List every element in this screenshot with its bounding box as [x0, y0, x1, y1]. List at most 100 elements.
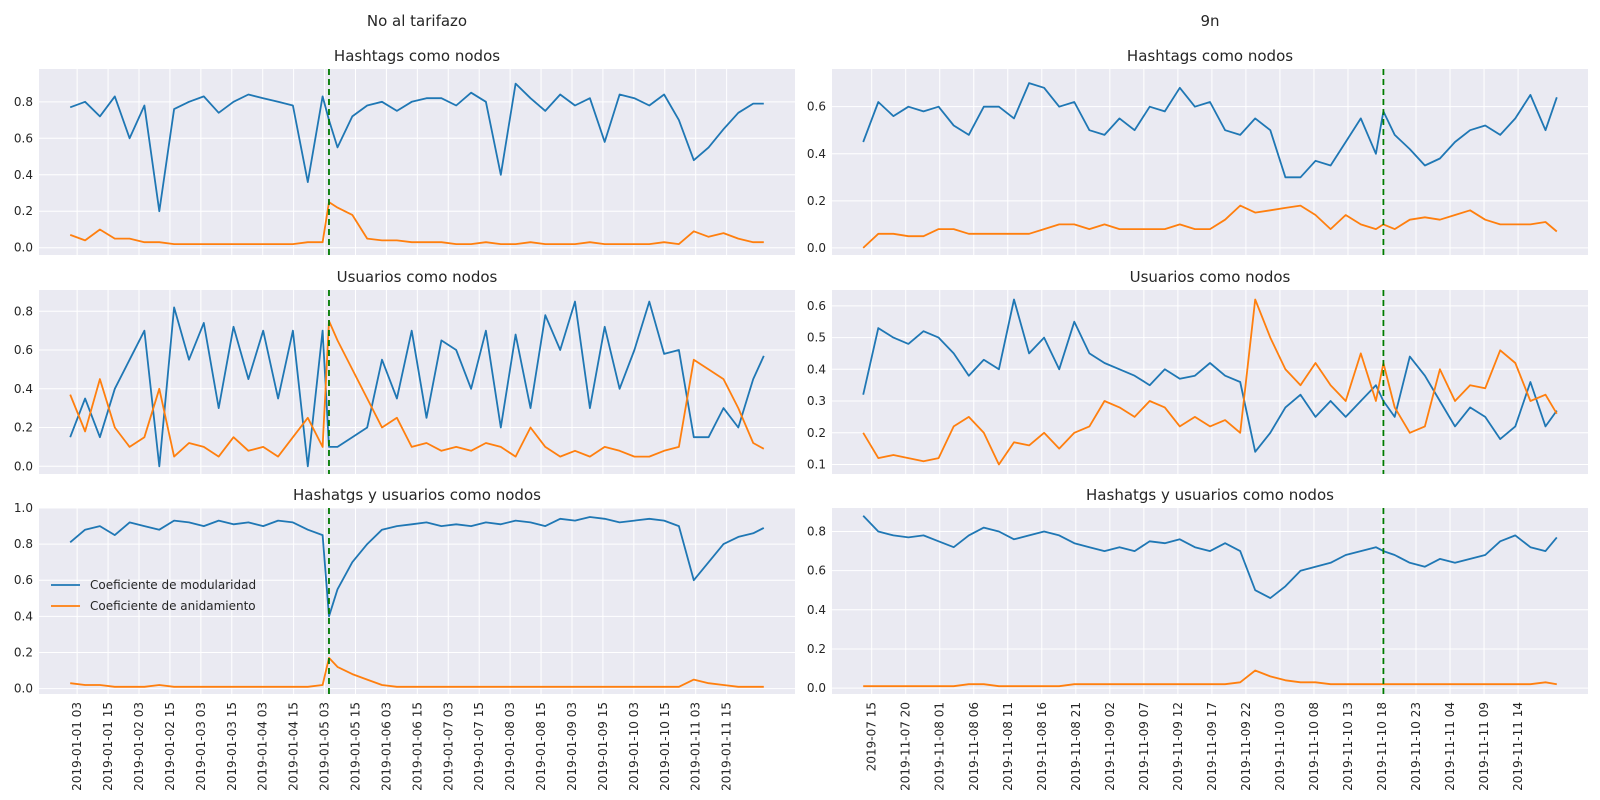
- x-tick-label: 2019-11-09 17: [1205, 702, 1219, 791]
- panel-background: [832, 69, 1588, 255]
- x-tick-label: 2019-01-08 15: [534, 702, 548, 791]
- panels: Hashtags como nodos0.00.20.40.60.8Usuari…: [14, 47, 1588, 791]
- x-tick-label: 2019-11-08 01: [933, 702, 947, 791]
- panel-title: Hashatgs y usuarios como nodos: [1086, 486, 1334, 504]
- panel-5: Usuarios como nodos 0.1 0.2 0.3 0.4 0.5 0.6: [807, 268, 1588, 474]
- series-line-anidamiento: [862, 204, 1558, 249]
- x-tick-label: 2019-01-10 15: [658, 702, 672, 791]
- series-line-anidamiento: [863, 669, 1557, 688]
- panel-title: Hashtags como nodos: [334, 47, 500, 65]
- y-tick-label: 0.6: [14, 131, 33, 145]
- left-column-title: No al tarifazo: [367, 12, 467, 30]
- panel-title: Usuarios como nodos: [337, 268, 498, 286]
- y-tick-label: 0.4: [807, 362, 826, 376]
- y-tick-label: 0.2: [14, 204, 33, 218]
- x-tick-label: 2019-01-10 03: [627, 702, 641, 791]
- y-tick-label: 0.6: [14, 573, 33, 587]
- y-tick-label: 0.4: [14, 382, 33, 396]
- x-tick-label: 2019-01-11 03: [689, 702, 703, 791]
- x-tick-label: 2019-01-08 03: [503, 702, 517, 791]
- x-tick-label: 2019-01-07 15: [472, 702, 486, 791]
- x-tick-label: 2019-11-09 12: [1171, 702, 1185, 791]
- panel-title: Usuarios como nodos: [1130, 268, 1291, 286]
- y-tick-label: 0.8: [14, 537, 33, 551]
- y-tick-label: 0.8: [807, 524, 826, 538]
- y-tick-label: 0.0: [14, 682, 33, 696]
- x-tick-label: 2019-01-06 03: [379, 702, 393, 791]
- y-tick-label: 0.2: [807, 426, 826, 440]
- y-tick-label: 0.2: [14, 645, 33, 659]
- x-tick-label: 2019-01-07 03: [441, 702, 455, 791]
- panel-background: [832, 508, 1588, 694]
- y-tick-label: 0.8: [14, 95, 33, 109]
- x-tick-label: 2019-11-10 13: [1341, 702, 1355, 791]
- y-tick-label: 0.6: [14, 343, 33, 357]
- x-tick-label: 2019-11-07 20: [899, 702, 913, 791]
- y-tick-label: 0.2: [807, 194, 826, 208]
- x-tick-label: 2019-11-10 08: [1307, 702, 1321, 791]
- panel-title: Hashatgs y usuarios como nodos: [293, 486, 541, 504]
- x-tick-label: 2019-11-08 16: [1035, 702, 1049, 791]
- x-tick-label: 2019-11-09 22: [1239, 702, 1253, 791]
- x-tick-label: 2019-01-02 15: [163, 702, 177, 791]
- y-tick-label: 0.5: [807, 331, 826, 345]
- series-line-modularidad: [69, 82, 764, 213]
- y-tick-label: 0.4: [807, 147, 826, 161]
- y-tick-label: 0.0: [14, 241, 33, 255]
- right-column-title: 9n: [1200, 12, 1219, 30]
- y-tick-label: 0.3: [807, 394, 826, 408]
- y-tick-label: 0.6: [807, 100, 826, 114]
- legend-label: Coeficiente de modularidad: [90, 578, 256, 592]
- legend-label: Coeficiente de anidamiento: [90, 599, 256, 613]
- x-tick-label: 2019-01-02 03: [132, 702, 146, 791]
- x-tick-label: 2019-11-10 18: [1375, 702, 1389, 791]
- series-line-anidamiento: [862, 298, 1558, 466]
- x-tick-label: 2019-11-08 21: [1069, 702, 1083, 791]
- y-tick-label: 0.0: [807, 681, 826, 695]
- y-tick-label: 0.4: [14, 168, 33, 182]
- y-tick-label: 0.0: [14, 459, 33, 473]
- x-tick-label: 2019-01-04 15: [287, 702, 301, 791]
- panel-title: Hashtags como nodos: [1127, 47, 1293, 65]
- panel-background: [832, 290, 1588, 474]
- x-tick-label: 2019-11-08 11: [1001, 702, 1015, 791]
- y-tick-label: 0.6: [807, 564, 826, 578]
- x-tick-label: 2019-11-09 02: [1103, 702, 1117, 791]
- x-tick-label: 2019-11-11 09: [1477, 702, 1491, 791]
- panel-6: Hashatgs y usuarios como nodos 0.0 0.2 0.4 0…: [807, 486, 1588, 791]
- x-tick-label: 2019-01-05 15: [348, 702, 362, 791]
- y-tick-label: 0.6: [807, 299, 826, 313]
- panel-2: Usuarios como nodos 0.0 0.2 0.4 0.6 0.8: [14, 268, 795, 474]
- panel-3: Hashatgs y usuarios como nodos 0.0 0.2 0.4 0…: [14, 486, 795, 791]
- y-tick-label: 1.0: [14, 501, 33, 515]
- y-tick-label: 0.2: [14, 421, 33, 435]
- panel-1: Hashtags como nodos 0.0 0.2 0.4 0.6 0.8: [14, 47, 795, 255]
- series-line-anidamiento: [69, 201, 764, 246]
- x-tick-label: 2019-01-11 15: [720, 702, 734, 791]
- x-tick-label: 2019-01-01 03: [70, 702, 84, 791]
- x-tick-label: 2019-01-05 03: [318, 702, 332, 791]
- x-tick-label: 2019-01-03 15: [225, 702, 239, 791]
- series-line-modularidad: [862, 298, 1558, 453]
- x-tick-label: 2019-01-09 15: [596, 702, 610, 791]
- series-line-modularidad: [862, 82, 1558, 179]
- x-tick-label: 2019-11-10 03: [1273, 702, 1287, 791]
- x-tick-label: 2019-01-01 15: [101, 702, 115, 791]
- y-tick-label: 0.0: [807, 241, 826, 255]
- x-tick-label: 2019-01-06 15: [410, 702, 424, 791]
- x-tick-label: 2019-01-04 03: [256, 702, 270, 791]
- x-tick-label: 2019-07 15: [865, 702, 879, 771]
- series-line-modularidad: [69, 300, 765, 468]
- panel-4: Hashtags como nodos 0.0 0.2 0.4 0.6: [807, 47, 1588, 255]
- x-tick-label: 2019-01-09 03: [565, 702, 579, 791]
- y-tick-label: 0.8: [14, 304, 33, 318]
- series-line-anidamiento: [69, 320, 765, 458]
- x-tick-label: 2019-11-11 14: [1511, 702, 1525, 791]
- x-tick-label: 2019-11-09 07: [1137, 702, 1151, 791]
- series-line-modularidad: [69, 516, 765, 618]
- series-line-modularidad: [862, 515, 1558, 599]
- legend: Coeficiente de modularidad Coeficiente de…: [51, 578, 256, 613]
- x-tick-label: 2019-11-08 06: [967, 702, 981, 791]
- x-tick-label: 2019-11-11 04: [1443, 702, 1457, 791]
